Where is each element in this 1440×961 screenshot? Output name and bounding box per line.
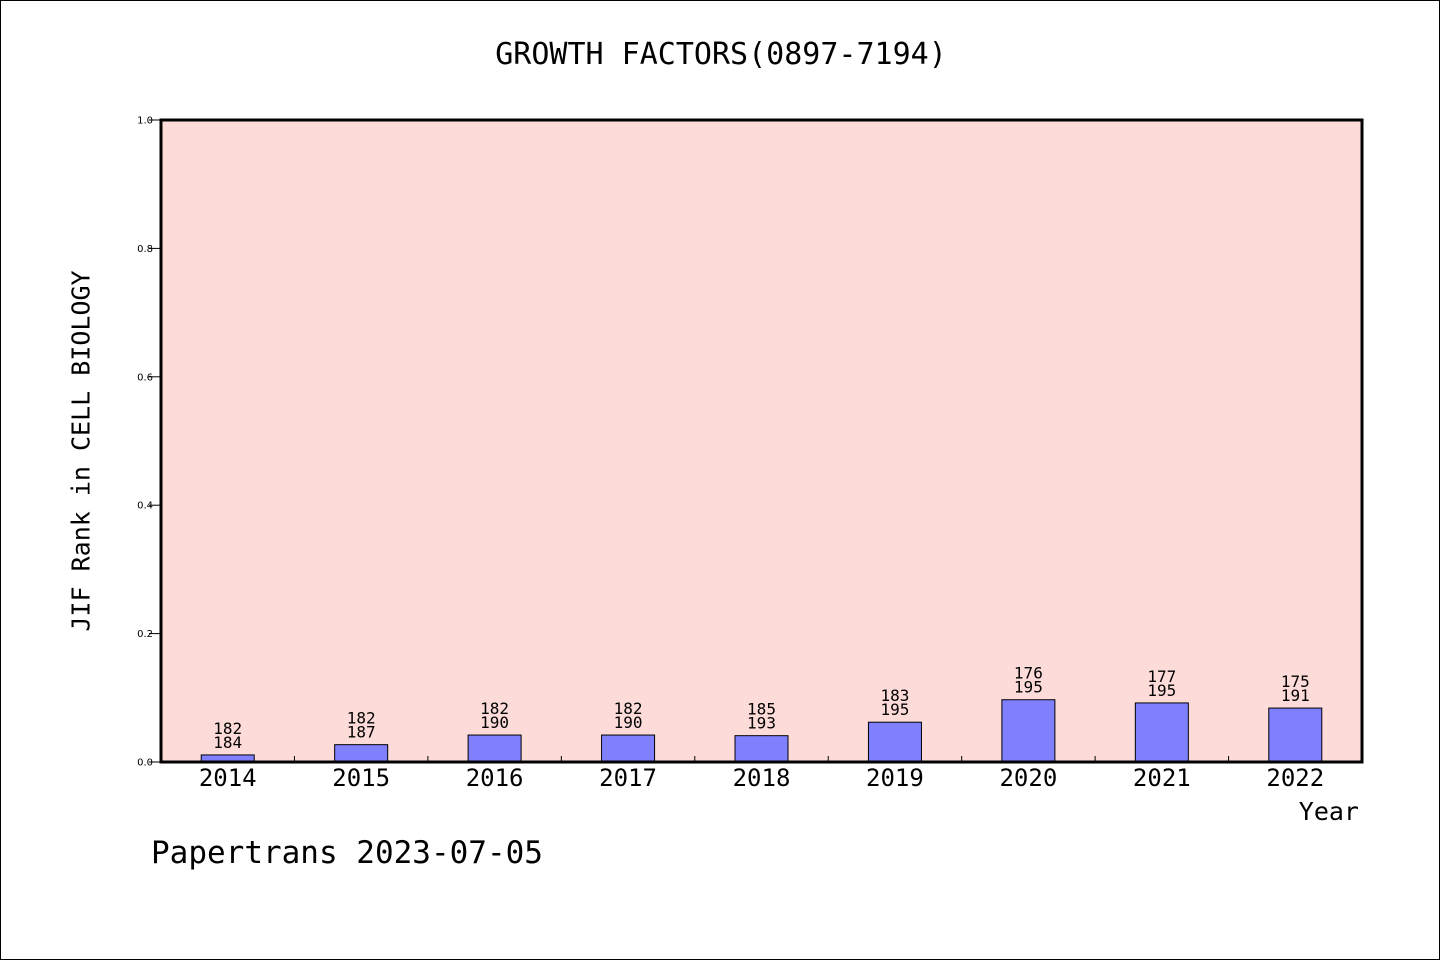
y-tick-label: 1.0 bbox=[137, 116, 153, 127]
x-tick-label: 2022 bbox=[1266, 764, 1324, 792]
y-axis: 0.0 0.2 0.4 0.6 0.8 1.0 bbox=[137, 116, 161, 769]
bar-rank-label: 183 bbox=[880, 686, 909, 705]
bar bbox=[867, 721, 922, 763]
y-tick-label: 0.6 bbox=[137, 372, 153, 383]
y-tick-label: 0.8 bbox=[137, 244, 153, 255]
bar-total-label: 191 bbox=[1281, 686, 1310, 705]
bar-total-label: 190 bbox=[480, 713, 509, 732]
bar bbox=[1001, 699, 1056, 763]
bar bbox=[734, 735, 789, 763]
bar-total-label: 184 bbox=[213, 733, 242, 752]
bar-rank-label: 182 bbox=[347, 709, 376, 728]
bar-rank-label: 182 bbox=[614, 699, 643, 718]
x-tick-label: 2018 bbox=[733, 764, 791, 792]
x-axis-label: Year bbox=[1298, 797, 1359, 826]
bar-total-label: 187 bbox=[347, 723, 376, 742]
bar-total-label: 190 bbox=[614, 713, 643, 732]
bar-total-label: 195 bbox=[1014, 678, 1043, 697]
y-tick-label: 0.4 bbox=[137, 501, 153, 512]
bar bbox=[334, 744, 389, 763]
chart-title: GROWTH FACTORS(0897-7194) bbox=[495, 37, 947, 72]
bar-total-label: 195 bbox=[1147, 681, 1176, 700]
bar bbox=[467, 734, 522, 763]
bar-rank-label: 185 bbox=[747, 700, 776, 719]
bar-rank-label: 177 bbox=[1147, 667, 1176, 686]
plot-area bbox=[161, 120, 1362, 762]
x-tick-label: 2020 bbox=[999, 764, 1057, 792]
bar-rank-label: 182 bbox=[480, 699, 509, 718]
y-tick-label: 0.2 bbox=[137, 629, 153, 640]
bar-rank-label: 182 bbox=[213, 719, 242, 738]
x-tick-label: 2017 bbox=[599, 764, 657, 792]
bar-total-label: 195 bbox=[880, 700, 909, 719]
bar-rank-label: 175 bbox=[1281, 672, 1310, 691]
x-axis: 2014 2015 2016 2017 2018 2019 2020 2021 2022 bbox=[199, 756, 1324, 792]
bar bbox=[1268, 707, 1323, 763]
footer-credit: Papertrans 2023-07-05 bbox=[151, 835, 543, 871]
y-tick-label: 0.0 bbox=[137, 758, 153, 769]
x-tick-label: 2015 bbox=[332, 764, 390, 792]
bar bbox=[601, 734, 656, 763]
x-tick-label: 2016 bbox=[466, 764, 524, 792]
bar-series: 1821841821871821901821901851931831951761… bbox=[200, 664, 1323, 763]
plot-border bbox=[159, 118, 1364, 764]
bar bbox=[1134, 702, 1189, 763]
bar-total-label: 193 bbox=[747, 714, 776, 733]
bar-rank-label: 176 bbox=[1014, 664, 1043, 683]
x-tick-label: 2021 bbox=[1133, 764, 1191, 792]
x-tick-label: 2019 bbox=[866, 764, 924, 792]
x-tick-label: 2014 bbox=[199, 764, 257, 792]
